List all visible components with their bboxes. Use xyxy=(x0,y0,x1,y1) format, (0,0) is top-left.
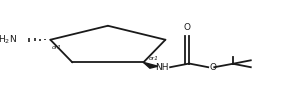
Text: NH: NH xyxy=(155,63,168,72)
Text: O: O xyxy=(210,63,217,72)
Text: or1: or1 xyxy=(52,45,62,50)
Text: or1: or1 xyxy=(148,56,158,61)
Polygon shape xyxy=(143,62,158,68)
Text: O: O xyxy=(184,23,191,32)
Text: H$_2$N: H$_2$N xyxy=(0,33,17,46)
